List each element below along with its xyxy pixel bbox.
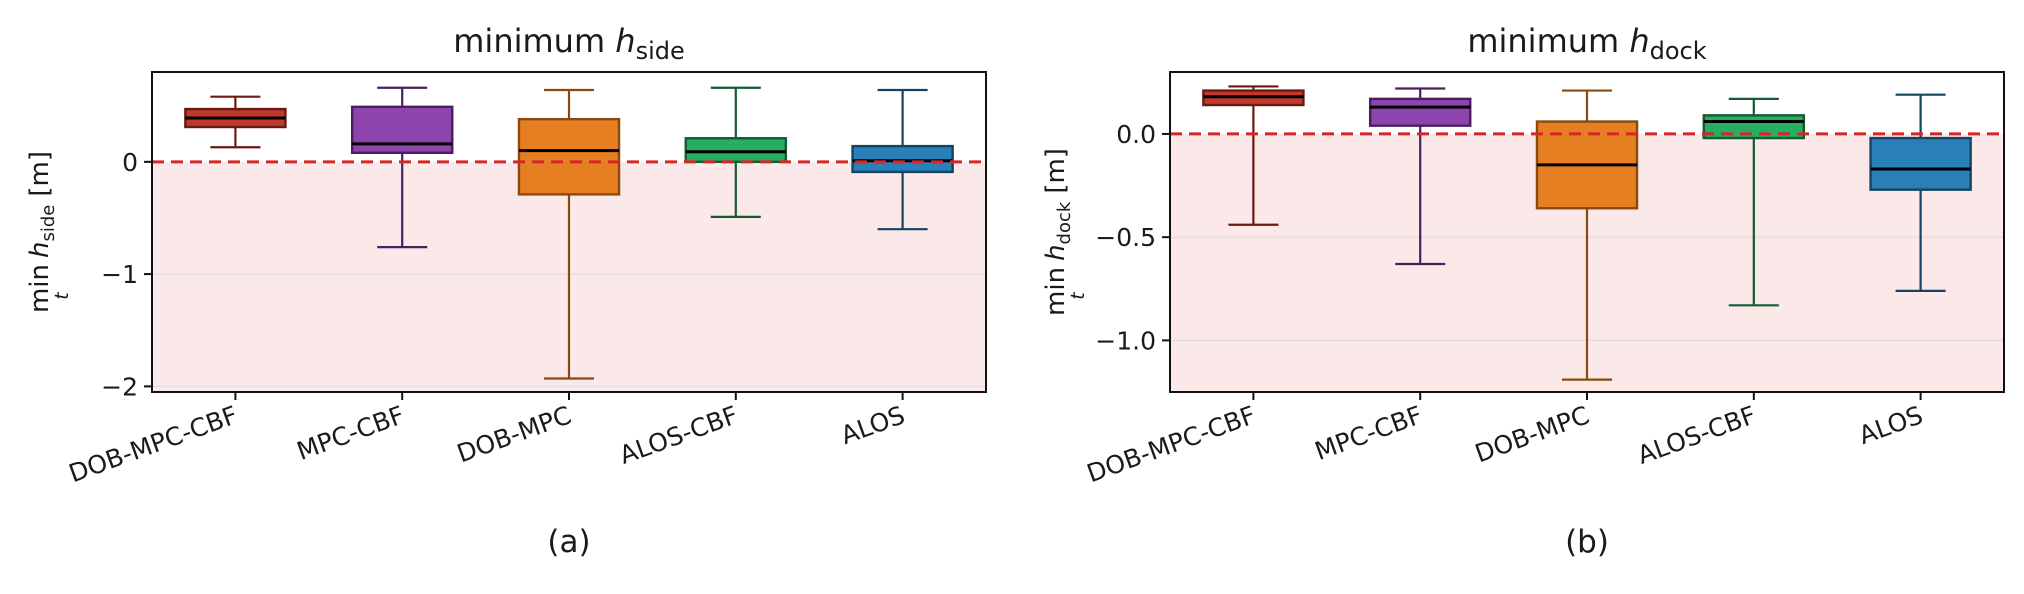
y-tick-label: −0.5 — [1095, 223, 1156, 252]
y-tick-label: −2 — [101, 372, 138, 401]
box-alos — [1869, 93, 1972, 292]
chart-title: minimum hside — [453, 22, 684, 65]
box-body — [684, 137, 788, 164]
box-body — [851, 144, 954, 174]
y-label-t: t — [1067, 291, 1089, 300]
box-dob-mpc-cbf — [184, 95, 287, 149]
box-alos-cbf — [684, 86, 788, 218]
title-sub: dock — [1650, 37, 1707, 65]
y-label-sub: dock — [1054, 201, 1075, 244]
y-label-sub: side — [38, 205, 59, 242]
y-axis-label: min hdock [m] t — [1041, 148, 1089, 316]
x-tick-label: DOB-MPC — [1471, 400, 1593, 468]
box-dob-mpc — [1535, 89, 1639, 381]
box-body — [517, 117, 621, 196]
x-tick-label: MPC-CBF — [293, 400, 408, 466]
y-axis-label: min hside [m] t — [25, 151, 73, 313]
box-body — [350, 105, 454, 155]
y-label-var: h — [25, 242, 55, 258]
x-tick-label: ALOS — [1855, 400, 1927, 450]
y-label-min: min — [25, 264, 55, 313]
x-tick-label: DOB-MPC-CBF — [1083, 400, 1259, 488]
panel-caption: (a) — [547, 524, 590, 560]
y-tick-label: −1.0 — [1095, 326, 1156, 355]
x-tick-label: DOB-MPC-CBF — [65, 400, 241, 488]
y-label-t: t — [51, 291, 73, 300]
title-var: h — [1629, 22, 1649, 60]
title-prefix: minimum — [453, 22, 615, 60]
x-tick-label: ALOS — [837, 400, 909, 450]
box-alos — [851, 88, 954, 231]
box-dob-mpc — [517, 88, 621, 380]
y-label-text: min hside [m] — [25, 151, 59, 313]
y-label-unit: [m] — [25, 151, 55, 197]
box-body — [1869, 136, 1972, 191]
y-label-var: h — [1041, 244, 1071, 260]
box-dob-mpc-cbf — [1202, 85, 1305, 226]
x-tick-label: ALOS-CBF — [616, 400, 742, 470]
y-tick-label: 0 — [122, 148, 138, 177]
x-tick-label: DOB-MPC — [453, 400, 575, 468]
y-label-min: min — [1041, 267, 1071, 316]
title-sub: side — [636, 37, 685, 65]
y-tick-label: 0.0 — [1116, 120, 1156, 149]
title-prefix: minimum — [1467, 22, 1629, 60]
box-body — [1368, 97, 1472, 127]
box-mpc-cbf — [350, 86, 454, 249]
title-var: h — [615, 22, 635, 60]
y-tick-label: −1 — [101, 260, 138, 289]
chart-title: minimum hdock — [1467, 22, 1706, 65]
panel-caption: (b) — [1565, 524, 1609, 560]
box-mpc-cbf — [1368, 87, 1472, 266]
x-tick-label: MPC-CBF — [1311, 400, 1426, 466]
x-tick-label: ALOS-CBF — [1634, 400, 1760, 470]
box-alos-cbf — [1702, 97, 1806, 307]
y-label-unit: [m] — [1041, 148, 1071, 194]
y-label-text: min hdock [m] — [1041, 148, 1075, 316]
chart-panel-b: 0.0 −0.5 −1.0 DOB-MPC-CBF MPC-CBF DOB-MPC ALOS… — [1041, 22, 2005, 560]
